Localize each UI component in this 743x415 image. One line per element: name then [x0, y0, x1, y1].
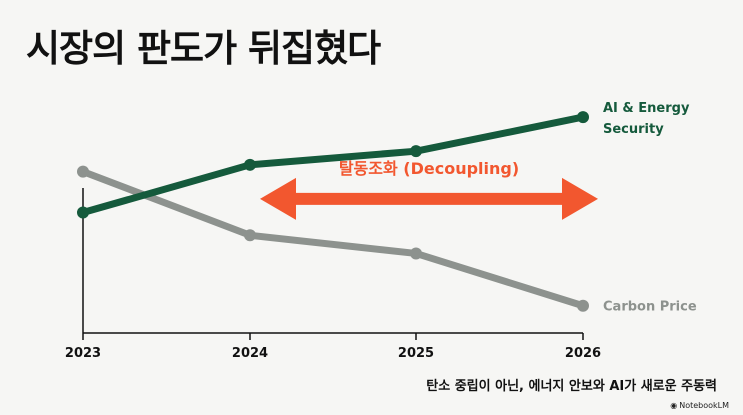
brand-name: NotebookLM — [679, 401, 729, 410]
point-carbon-price-2026 — [577, 299, 589, 312]
x-tick-label-2026: 2026 — [565, 346, 601, 361]
series-line-carbon-price — [79, 168, 587, 310]
x-tick-label-2024: 2024 — [232, 346, 268, 361]
series-line-ai-energy-security — [79, 113, 587, 217]
point-carbon-price-2024 — [244, 229, 256, 242]
series-label-ai-energy-security: AI & Energy Security — [603, 101, 690, 137]
chart-caption: 탄소 중립이 아닌, 에너지 안보와 AI가 새로운 주동력 — [426, 379, 717, 394]
point-carbon-price-2023 — [77, 165, 89, 178]
notebooklm-logo-icon: ◉ — [670, 401, 678, 410]
point-carbon-price-2025 — [410, 247, 422, 260]
brand-watermark: ◉ NotebookLM — [670, 401, 729, 410]
decoupling-annotation: 탈동조화 (Decoupling) — [339, 159, 519, 178]
point-ai-energy-security-2026 — [577, 111, 589, 124]
series-label-line: Security — [603, 122, 664, 137]
series-label-line: Carbon Price — [603, 300, 697, 315]
page-title: 시장의 판도가 뒤집혔다 — [26, 27, 381, 70]
decoupling-double-arrow — [260, 177, 598, 220]
x-tick-label-2025: 2025 — [398, 346, 434, 361]
point-ai-energy-security-2023 — [77, 206, 89, 219]
point-ai-energy-security-2024 — [244, 158, 256, 171]
series-label-line: AI & Energy — [603, 101, 690, 116]
series-ai-energy-security — [77, 111, 589, 219]
series-label-carbon-price: Carbon Price — [603, 300, 697, 315]
point-ai-energy-security-2025 — [410, 145, 422, 158]
series-carbon-price — [77, 165, 589, 312]
x-tick-label-2023: 2023 — [65, 346, 101, 361]
